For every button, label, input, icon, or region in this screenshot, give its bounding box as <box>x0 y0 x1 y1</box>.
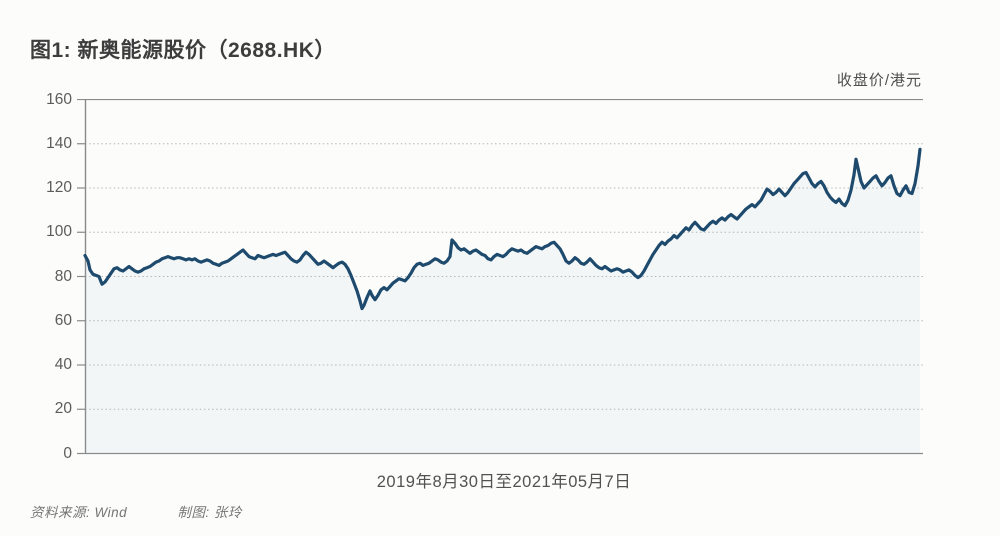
y-axis-label: 20 <box>54 400 72 418</box>
figure-title: 图1: 新奥能源股价（2688.HK） <box>30 39 336 62</box>
credit-text: 制图: 张玲 <box>177 505 242 520</box>
price-line <box>83 147 922 311</box>
y-axis-label: 80 <box>54 267 72 285</box>
y-axis-label: 100 <box>46 223 72 241</box>
y-axis-label: 60 <box>54 311 72 329</box>
y-axis-label: 0 <box>63 444 72 462</box>
figure-footer: 资料来源: Wind 制图: 张玲 <box>30 501 242 521</box>
source-text: 资料来源: Wind <box>30 505 128 520</box>
plot-area <box>77 98 923 455</box>
y-unit-label: 收盘价/港元 <box>836 72 922 89</box>
y-axis-label: 120 <box>46 179 72 196</box>
price-area-fill <box>85 149 920 454</box>
y-axis-label: 140 <box>46 134 72 152</box>
x-axis-label: 2019年8月30日至2021年05月7日 <box>376 473 632 491</box>
y-axis-label: 160 <box>46 90 72 108</box>
price-line-chart <box>77 98 923 455</box>
y-axis-labels: 0 20 40 60 80 100 120 140 160 <box>20 91 72 462</box>
y-axis-label: 40 <box>54 356 72 373</box>
